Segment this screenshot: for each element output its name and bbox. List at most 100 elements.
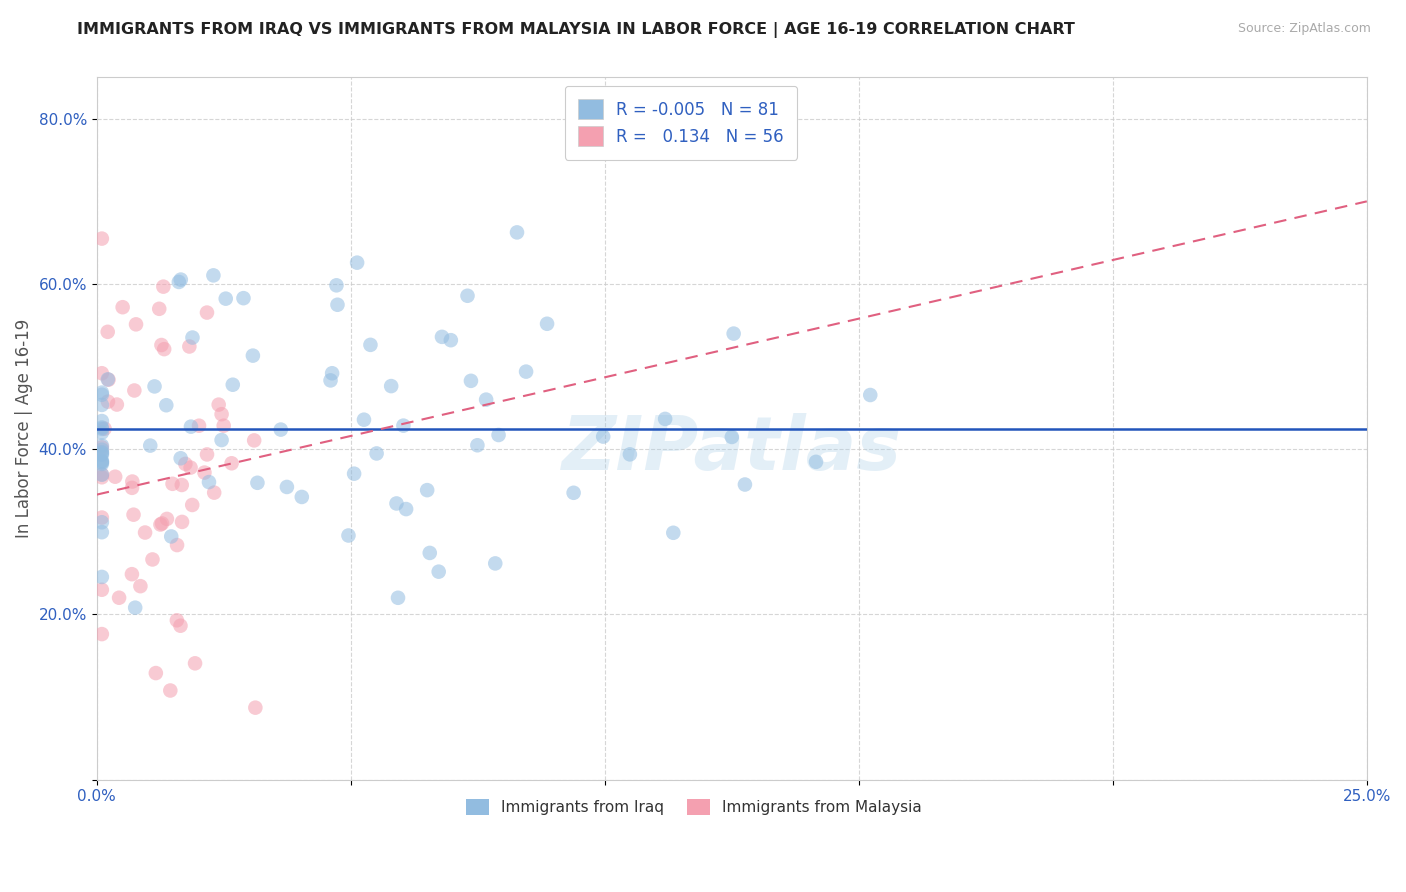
Point — [337, 528, 360, 542]
Point — [385, 496, 408, 510]
Point — [97, 372, 120, 386]
Point — [721, 430, 744, 444]
Point — [90, 388, 112, 402]
Point — [139, 439, 162, 453]
Point — [90, 414, 112, 428]
Point — [129, 579, 152, 593]
Point — [506, 226, 529, 240]
Point — [475, 392, 498, 407]
Point — [90, 438, 112, 452]
Point — [467, 438, 489, 452]
Point — [440, 333, 463, 347]
Point — [150, 516, 173, 531]
Point — [416, 483, 439, 497]
Point — [353, 413, 375, 427]
Point — [326, 298, 349, 312]
Point — [170, 272, 193, 286]
Point — [536, 317, 558, 331]
Point — [97, 394, 120, 409]
Text: IMMIGRANTS FROM IRAQ VS IMMIGRANTS FROM MALAYSIA IN LABOR FORCE | AGE 16-19 CORR: IMMIGRANTS FROM IRAQ VS IMMIGRANTS FROM … — [77, 22, 1076, 38]
Point — [90, 446, 112, 460]
Point — [181, 330, 204, 344]
Point — [211, 407, 233, 421]
Point — [419, 546, 441, 560]
Point — [221, 456, 243, 470]
Point — [97, 373, 120, 387]
Point — [270, 423, 292, 437]
Point — [427, 565, 450, 579]
Point — [167, 275, 190, 289]
Point — [166, 613, 188, 627]
Point — [198, 475, 221, 489]
Point — [562, 485, 585, 500]
Point — [90, 470, 112, 484]
Point — [90, 525, 112, 540]
Text: Source: ZipAtlas.com: Source: ZipAtlas.com — [1237, 22, 1371, 36]
Point — [457, 289, 479, 303]
Point — [184, 657, 207, 671]
Point — [169, 618, 191, 632]
Point — [90, 454, 112, 468]
Point — [804, 455, 827, 469]
Point — [202, 485, 225, 500]
Point — [174, 457, 197, 471]
Point — [148, 301, 170, 316]
Point — [90, 510, 112, 524]
Point — [90, 385, 112, 400]
Point — [90, 627, 112, 641]
Point — [170, 451, 193, 466]
Point — [90, 441, 112, 455]
Point — [90, 422, 112, 436]
Point — [105, 398, 128, 412]
Point — [859, 388, 882, 402]
Point — [90, 457, 112, 471]
Point — [460, 374, 482, 388]
Point — [111, 300, 134, 314]
Point — [180, 419, 202, 434]
Point — [181, 498, 204, 512]
Point — [124, 384, 146, 398]
Point — [124, 600, 146, 615]
Point — [122, 508, 145, 522]
Point — [90, 420, 112, 434]
Point — [90, 366, 112, 380]
Point — [188, 418, 211, 433]
Text: ZIPatlas: ZIPatlas — [562, 413, 901, 486]
Point — [149, 517, 172, 532]
Point — [343, 467, 366, 481]
Point — [430, 330, 453, 344]
Point — [150, 338, 173, 352]
Point — [90, 425, 112, 440]
Point — [155, 398, 177, 412]
Point — [121, 475, 143, 489]
Point — [134, 525, 156, 540]
Point — [232, 291, 254, 305]
Point — [359, 338, 381, 352]
Point — [170, 478, 193, 492]
Point — [195, 305, 218, 319]
Point — [662, 525, 685, 540]
Point — [193, 466, 215, 480]
Point — [321, 366, 343, 380]
Point — [212, 418, 235, 433]
Point — [246, 475, 269, 490]
Point — [195, 447, 218, 461]
Point — [160, 529, 183, 543]
Point — [325, 278, 347, 293]
Point — [208, 398, 231, 412]
Point — [156, 512, 179, 526]
Point — [654, 412, 676, 426]
Point — [179, 339, 201, 353]
Point — [90, 231, 112, 245]
Point — [211, 433, 233, 447]
Point — [319, 373, 342, 387]
Point — [121, 481, 143, 495]
Point — [387, 591, 409, 605]
Point — [143, 379, 166, 393]
Point — [215, 292, 238, 306]
Point — [108, 591, 131, 605]
Point — [222, 377, 245, 392]
Point — [180, 460, 202, 475]
Point — [90, 582, 112, 597]
Y-axis label: In Labor Force | Age 16-19: In Labor Force | Age 16-19 — [15, 319, 32, 538]
